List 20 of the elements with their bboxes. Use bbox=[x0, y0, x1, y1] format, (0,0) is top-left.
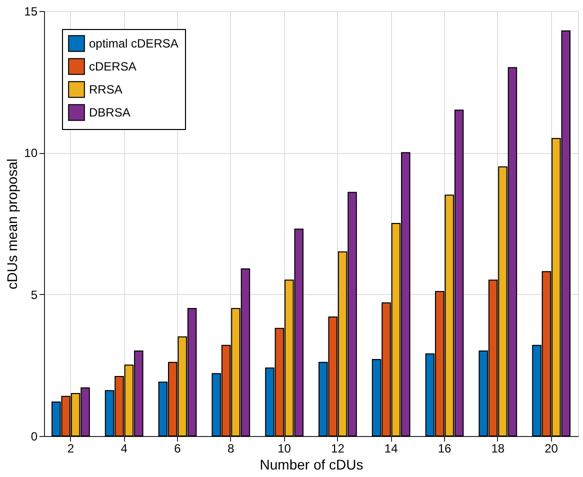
legend-label: optimal cDERSA bbox=[89, 36, 178, 50]
x-tick-label: 4 bbox=[120, 442, 128, 456]
y-tick-label: 10 bbox=[24, 146, 38, 160]
x-tick-label: 6 bbox=[174, 442, 182, 456]
y-axis-title: cDUs mean proposal bbox=[4, 158, 20, 290]
x-tick-label: 16 bbox=[438, 442, 452, 456]
y-tick-label: 15 bbox=[24, 4, 38, 18]
x-tick-label: 10 bbox=[278, 442, 292, 456]
x-tick-label: 20 bbox=[544, 442, 558, 456]
legend-label: RRSA bbox=[89, 82, 122, 96]
legend-label: cDERSA bbox=[89, 60, 136, 74]
y-tick-label: 0 bbox=[30, 430, 38, 444]
legend-label: DBRSA bbox=[89, 106, 130, 120]
y-tick-label: 5 bbox=[30, 288, 38, 302]
x-tick-label: 12 bbox=[331, 442, 345, 456]
x-tick-label: 2 bbox=[67, 442, 74, 456]
x-tick-label: 8 bbox=[228, 442, 235, 456]
x-tick-label: 18 bbox=[491, 442, 505, 456]
x-tick-label: 14 bbox=[384, 442, 398, 456]
x-axis-title: Number of cDUs bbox=[260, 456, 364, 472]
